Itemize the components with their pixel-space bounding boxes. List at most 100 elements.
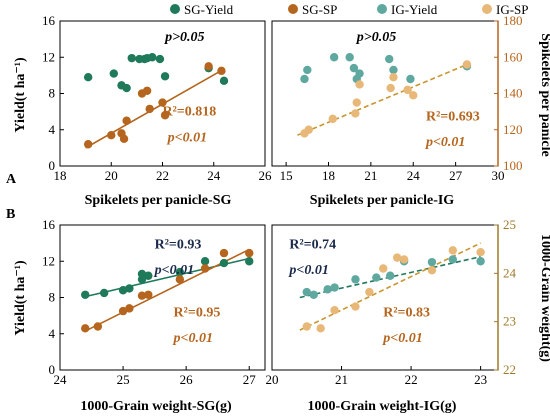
data-point-sg_sp xyxy=(125,304,134,313)
x-tick-label: 21 xyxy=(335,372,348,387)
legend-label-ig_yield: IG-Yield xyxy=(391,2,438,17)
data-point-sg_yield xyxy=(245,257,254,266)
x-tick-label: 18 xyxy=(54,168,67,183)
data-point-ig_sp xyxy=(352,98,361,107)
data-point-sg_yield xyxy=(148,53,157,62)
data-point-ig_sp xyxy=(392,253,402,262)
data-point-ig_yield xyxy=(302,287,311,297)
data-point-ig_sp xyxy=(355,80,364,89)
legend-marker-sg_sp xyxy=(288,4,298,14)
data-point-sg_sp xyxy=(145,104,154,114)
legend-label-sg_sp: SG-SP xyxy=(302,2,337,17)
data-point-ig_sp xyxy=(462,60,472,69)
annotation-text: R²=0.95 xyxy=(174,306,221,321)
data-point-sg_yield xyxy=(118,286,128,295)
data-point-sg_sp xyxy=(122,116,131,125)
data-point-ig_yield xyxy=(345,53,354,62)
legend-label-sg_yield: SG-Yield xyxy=(184,2,234,17)
data-point-ig_yield xyxy=(476,257,485,266)
data-point-sg_sp xyxy=(118,306,128,316)
data-point-ig_yield xyxy=(351,275,360,284)
data-point-ig_sp xyxy=(302,322,311,331)
x-tick-label: 26 xyxy=(259,168,273,183)
plot-grain-weight-sg: 24 25 26 27 0 4 8 12 16 R²=0.93 p<0.01 R²=0.95 p<0.0… xyxy=(42,217,266,387)
data-point-sg_yield xyxy=(160,72,170,81)
x-tick-label: 30 xyxy=(492,168,505,183)
y-tick-label: 12 xyxy=(42,253,55,268)
data-point-sg_sp xyxy=(217,66,226,76)
data-point-ig_yield xyxy=(448,255,457,264)
data-point-sg_sp xyxy=(142,86,152,95)
annotation-text: R²=0.693 xyxy=(426,110,480,125)
data-point-sg_yield xyxy=(122,83,131,93)
y-tick-label: 0 xyxy=(49,362,56,377)
data-point-ig_sp xyxy=(389,72,398,82)
data-point-sg_yield xyxy=(125,284,134,293)
annotation-text: R²=0.818 xyxy=(163,104,217,119)
xlabel-p0: Spikelets per panicle-SG xyxy=(85,193,232,208)
data-point-sg_sp xyxy=(83,140,93,149)
plot-spikelets-sg: 18 20 22 24 26 0 4 8 12 16 p>0.05 R²=0.818 p<0.01 xyxy=(42,13,272,183)
annotation-text: p>0.05 xyxy=(356,30,396,45)
data-point-sg_sp xyxy=(175,275,185,284)
fit-line-ig_sp xyxy=(299,242,481,331)
x-tick-label: 21 xyxy=(364,168,377,183)
y2-tick-label: 22 xyxy=(503,362,516,377)
data-point-sg_sp xyxy=(204,62,213,71)
data-point-sg_sp xyxy=(137,291,147,300)
data-point-ig_yield xyxy=(355,69,364,78)
data-point-sg_yield xyxy=(83,72,93,82)
y2-tick-label: 25 xyxy=(503,217,516,232)
annotation-text: p<0.01 xyxy=(288,263,328,278)
y2-tick-label: 160 xyxy=(503,49,523,64)
data-point-ig_yield xyxy=(323,285,332,294)
data-point-ig_sp xyxy=(304,125,313,134)
x-tick-label: 27 xyxy=(449,168,463,183)
data-point-sg_yield xyxy=(127,53,136,63)
data-point-sg_yield xyxy=(109,69,119,78)
y-tick-label: 16 xyxy=(42,217,56,232)
data-point-ig_sp xyxy=(330,305,339,315)
data-point-ig_yield xyxy=(385,54,394,64)
legend-marker-ig_sp xyxy=(482,4,492,14)
data-point-ig_yield xyxy=(389,65,398,75)
data-point-ig_sp xyxy=(351,109,360,118)
data-point-ig_yield xyxy=(329,53,339,62)
xlabel-p1: Spikelets per panicle-IG xyxy=(310,193,455,208)
annotation-text: p<0.01 xyxy=(173,331,213,346)
y2-tick-label: 140 xyxy=(503,86,523,101)
data-point-ig_sp xyxy=(386,83,395,93)
legend: SG-Yield SG-SP IG-Yield IG-SP xyxy=(170,2,529,17)
y-tick-label: 12 xyxy=(42,49,55,64)
data-point-sg_yield xyxy=(219,76,229,86)
ylabel-top: Yield(t ha⁻¹) xyxy=(13,57,28,133)
data-point-sg_sp xyxy=(93,322,103,331)
data-point-ig_sp xyxy=(427,266,437,275)
x-tick-label: 24 xyxy=(54,372,68,387)
annotation-text: R²=0.83 xyxy=(383,306,430,321)
x-tick-label: 24 xyxy=(407,168,421,183)
x-tick-label: 20 xyxy=(105,168,118,183)
data-point-ig_yield xyxy=(372,273,381,282)
x-tick-label: 23 xyxy=(474,372,487,387)
x-tick-label: 24 xyxy=(207,168,221,183)
data-point-ig_sp xyxy=(409,91,418,100)
xlabel-p2: 1000-Grain weight-SG(g) xyxy=(80,399,232,414)
x-tick-label: 18 xyxy=(322,168,335,183)
y2-tick-label: 120 xyxy=(503,122,523,137)
legend-marker-ig_yield xyxy=(377,4,387,14)
data-point-ig_sp xyxy=(379,264,388,273)
data-point-sg_sp xyxy=(119,134,129,144)
data-point-ig_yield xyxy=(427,257,437,267)
y-tick-label: 8 xyxy=(49,290,56,305)
data-point-sg_sp xyxy=(107,130,116,140)
data-point-ig_yield xyxy=(406,74,415,84)
y2-tick-label: 23 xyxy=(503,314,516,329)
annotation-text: p<0.01 xyxy=(425,135,465,150)
y2-tick-label: 100 xyxy=(503,158,523,173)
data-point-ig_sp xyxy=(399,255,409,264)
data-point-ig_sp xyxy=(316,324,325,333)
data-point-sg_sp xyxy=(158,98,167,107)
x-tick-label: 22 xyxy=(156,168,169,183)
y-tick-label: 8 xyxy=(49,86,56,101)
